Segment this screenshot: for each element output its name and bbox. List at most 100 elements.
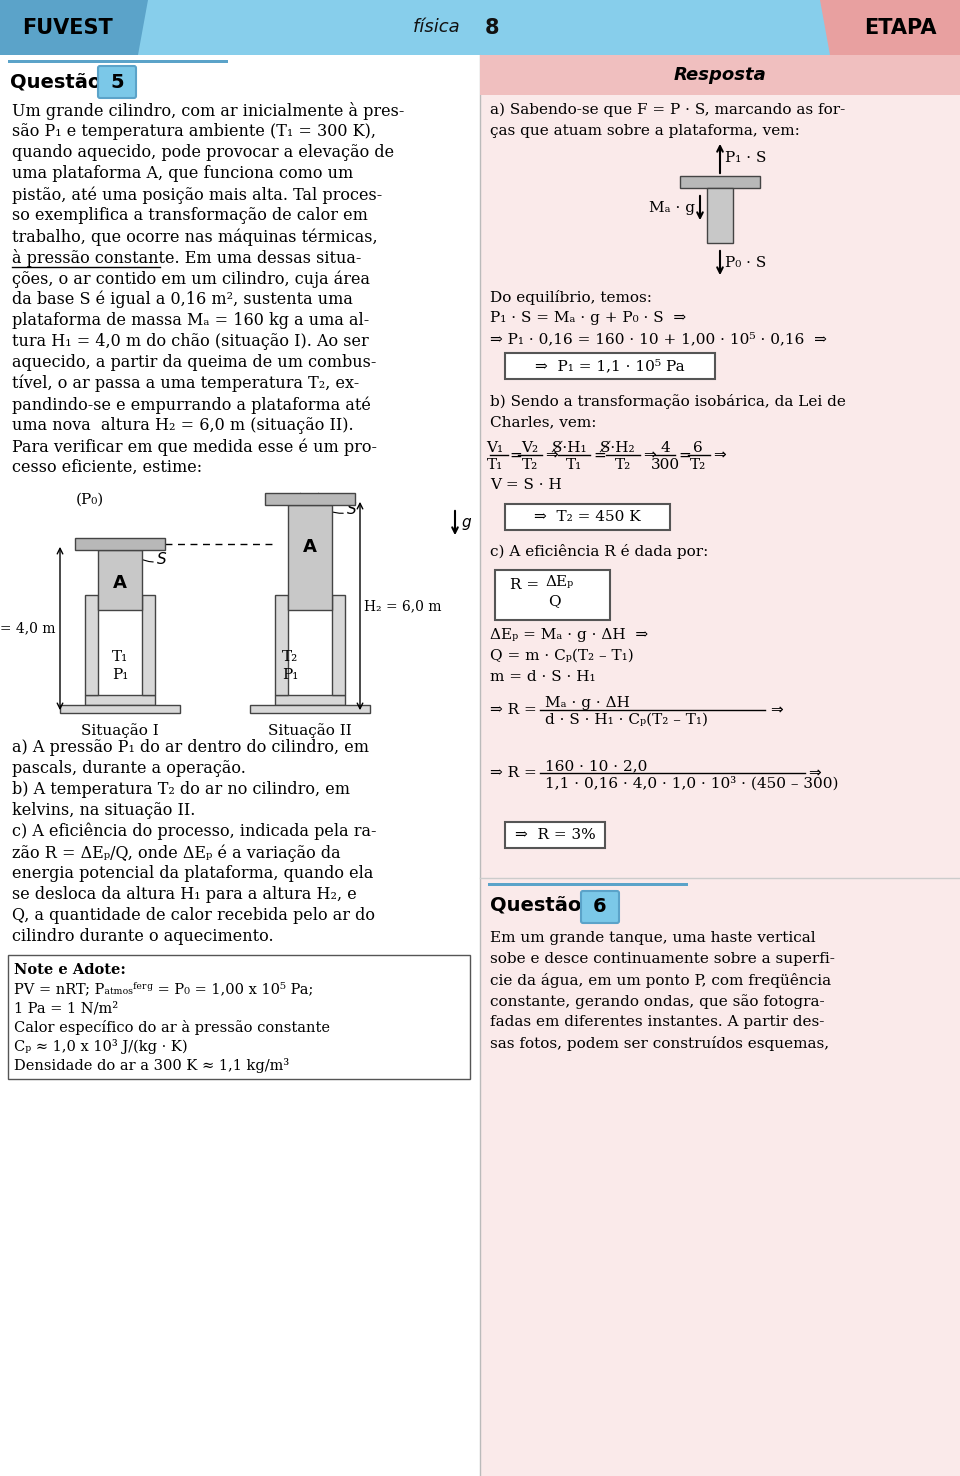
- Text: tível, o ar passa a uma temperatura T₂, ex-: tível, o ar passa a uma temperatura T₂, …: [12, 375, 359, 393]
- Text: Q, a quantidade de calor recebida pelo ar do: Q, a quantidade de calor recebida pelo a…: [12, 906, 375, 924]
- Text: S̸·H₂: S̸·H₂: [601, 441, 636, 455]
- Text: quando aquecido, pode provocar a elevação de: quando aquecido, pode provocar a elevaçã…: [12, 145, 395, 161]
- Bar: [275, 695, 345, 706]
- Bar: [8, 61, 228, 63]
- Text: aquecido, a partir da queima de um combus-: aquecido, a partir da queima de um combu…: [12, 354, 376, 370]
- FancyBboxPatch shape: [581, 892, 619, 922]
- Bar: [505, 822, 605, 849]
- Bar: [85, 595, 98, 695]
- Text: 8: 8: [485, 18, 499, 37]
- Text: b) A temperatura T₂ do ar no cilindro, em: b) A temperatura T₂ do ar no cilindro, e…: [12, 781, 350, 799]
- Text: so exemplifica a transformação de calor em: so exemplifica a transformação de calor …: [12, 207, 368, 224]
- Text: 300: 300: [651, 458, 680, 472]
- Text: =: =: [510, 447, 522, 462]
- Text: ⇒: ⇒: [808, 766, 821, 781]
- Text: uma nova  altura H₂ = 6,0 m (situação II).: uma nova altura H₂ = 6,0 m (situação II)…: [12, 418, 353, 434]
- Text: a) Sabendo-se que F = P · S, marcando as for-: a) Sabendo-se que F = P · S, marcando as…: [490, 103, 845, 118]
- Bar: [332, 595, 345, 695]
- Text: Situação II: Situação II: [268, 723, 352, 738]
- Bar: [505, 503, 670, 530]
- Text: zão R = ΔEₚ/Q, onde ΔEₚ é a variação da: zão R = ΔEₚ/Q, onde ΔEₚ é a variação da: [12, 844, 341, 862]
- Bar: [250, 706, 370, 713]
- Text: Note e Adote:: Note e Adote:: [14, 962, 126, 977]
- Bar: [488, 883, 688, 886]
- Text: S: S: [157, 552, 167, 567]
- Text: ções, o ar contido em um cilindro, cuja área: ções, o ar contido em um cilindro, cuja …: [12, 270, 370, 288]
- Text: ΔEₚ: ΔEₚ: [545, 576, 573, 589]
- Text: c) A eficiência R é dada por:: c) A eficiência R é dada por:: [490, 545, 708, 559]
- Bar: [75, 537, 165, 551]
- Text: T₂: T₂: [282, 649, 299, 664]
- Text: =: =: [679, 447, 691, 462]
- Text: m = d · S · H₁: m = d · S · H₁: [490, 670, 595, 683]
- Text: T₂: T₂: [522, 458, 539, 472]
- Text: T₂: T₂: [614, 458, 631, 472]
- Text: H₂ = 6,0 m: H₂ = 6,0 m: [364, 599, 442, 613]
- Text: Questão: Questão: [490, 896, 582, 915]
- Text: kelvins, na situação II.: kelvins, na situação II.: [12, 801, 196, 819]
- Text: plataforma de massa Mₐ = 160 kg a uma al-: plataforma de massa Mₐ = 160 kg a uma al…: [12, 311, 370, 329]
- Text: tura H₁ = 4,0 m do chão (situação I). Ao ser: tura H₁ = 4,0 m do chão (situação I). Ao…: [12, 334, 369, 350]
- Text: V = S · H: V = S · H: [490, 478, 562, 492]
- Text: sobe e desce continuamente sobre a superfi-: sobe e desce continuamente sobre a super…: [490, 952, 835, 965]
- Text: P₁ · S: P₁ · S: [725, 151, 766, 165]
- Text: trabalho, que ocorre nas máquinas térmicas,: trabalho, que ocorre nas máquinas térmic…: [12, 227, 377, 245]
- Text: R =: R =: [510, 579, 540, 592]
- Text: a) A pressão P₁ do ar dentro do cilindro, em: a) A pressão P₁ do ar dentro do cilindro…: [12, 739, 369, 756]
- Text: ⇒  T₂ = 450 K: ⇒ T₂ = 450 K: [534, 511, 640, 524]
- Bar: [707, 187, 733, 244]
- Text: b) Sendo a transformação isobárica, da Lei de: b) Sendo a transformação isobárica, da L…: [490, 394, 846, 409]
- Text: 1 Pa = 1 N/m²: 1 Pa = 1 N/m²: [14, 1001, 118, 1015]
- Text: Mₐ · g: Mₐ · g: [649, 201, 695, 215]
- Text: constante, gerando ondas, que são fotogra-: constante, gerando ondas, que são fotogr…: [490, 993, 825, 1010]
- Text: ⇒ P₁ · 0,16 = 160 · 10 + 1,00 · 10⁵ · 0,16  ⇒: ⇒ P₁ · 0,16 = 160 · 10 + 1,00 · 10⁵ · 0,…: [490, 332, 827, 345]
- Text: Calor específico do ar à pressão constante: Calor específico do ar à pressão constan…: [14, 1020, 330, 1035]
- Bar: [680, 176, 760, 187]
- Polygon shape: [820, 0, 960, 55]
- Text: ⇒ R =: ⇒ R =: [490, 766, 537, 779]
- Text: pistão, até uma posição mais alta. Tal proces-: pistão, até uma posição mais alta. Tal p…: [12, 186, 382, 204]
- Text: 6: 6: [693, 441, 703, 455]
- Text: (P₀): (P₀): [296, 493, 324, 506]
- Text: V₂: V₂: [521, 441, 539, 455]
- Text: Cₚ ≈ 1,0 x 10³ J/(kg · K): Cₚ ≈ 1,0 x 10³ J/(kg · K): [14, 1039, 187, 1054]
- Bar: [480, 55, 960, 94]
- Text: S̸·H₁: S̸·H₁: [553, 441, 588, 455]
- Text: física: física: [413, 19, 465, 37]
- Text: T₂: T₂: [690, 458, 707, 472]
- Text: ⇒: ⇒: [713, 447, 727, 462]
- Text: P₁: P₁: [111, 669, 129, 682]
- Text: c) A eficiência do processo, indicada pela ra-: c) A eficiência do processo, indicada pe…: [12, 824, 376, 840]
- Text: ças que atuam sobre a plataforma, vem:: ças que atuam sobre a plataforma, vem:: [490, 124, 800, 137]
- Text: ⇒  P₁ = 1,1 · 10⁵ Pa: ⇒ P₁ = 1,1 · 10⁵ Pa: [535, 359, 684, 373]
- Text: cilindro durante o aquecimento.: cilindro durante o aquecimento.: [12, 928, 274, 945]
- Text: d · S · H₁ · Cₚ(T₂ – T₁): d · S · H₁ · Cₚ(T₂ – T₁): [545, 713, 708, 728]
- Text: A: A: [303, 537, 317, 556]
- Text: g: g: [461, 515, 470, 530]
- Bar: [8, 955, 470, 1079]
- Text: T₁: T₁: [112, 649, 128, 664]
- Text: Q: Q: [548, 593, 561, 608]
- Text: Densidade do ar a 300 K ≈ 1,1 kg/m³: Densidade do ar a 300 K ≈ 1,1 kg/m³: [14, 1058, 289, 1073]
- Text: ⇒: ⇒: [770, 703, 782, 717]
- Text: 160 · 10 · 2,0: 160 · 10 · 2,0: [545, 759, 647, 773]
- Text: Resposta: Resposta: [674, 66, 766, 84]
- Bar: [85, 695, 155, 706]
- Bar: [505, 353, 715, 379]
- Text: pascals, durante a operação.: pascals, durante a operação.: [12, 760, 246, 776]
- Text: =: =: [593, 447, 607, 462]
- Text: 1,1 · 0,16 · 4,0 · 1,0 · 10³ · (450 – 300): 1,1 · 0,16 · 4,0 · 1,0 · 10³ · (450 – 30…: [545, 776, 838, 790]
- Text: Para verificar em que medida esse é um pro-: Para verificar em que medida esse é um p…: [12, 438, 377, 456]
- Bar: [495, 570, 610, 620]
- Text: se desloca da altura H₁ para a altura H₂, e: se desloca da altura H₁ para a altura H₂…: [12, 886, 357, 903]
- Text: ⇒: ⇒: [643, 447, 657, 462]
- Text: Charles, vem:: Charles, vem:: [490, 415, 596, 430]
- Text: (P₀): (P₀): [76, 493, 104, 506]
- Text: Situação I: Situação I: [82, 723, 158, 738]
- Text: cesso eficiente, estime:: cesso eficiente, estime:: [12, 459, 203, 475]
- Text: P₁: P₁: [282, 669, 299, 682]
- Text: Questão: Questão: [10, 72, 102, 92]
- Text: Em um grande tanque, uma haste vertical: Em um grande tanque, uma haste vertical: [490, 931, 816, 945]
- Text: Q = m · Cₚ(T₂ – T₁): Q = m · Cₚ(T₂ – T₁): [490, 649, 634, 663]
- Text: Do equilíbrio, temos:: Do equilíbrio, temos:: [490, 289, 652, 306]
